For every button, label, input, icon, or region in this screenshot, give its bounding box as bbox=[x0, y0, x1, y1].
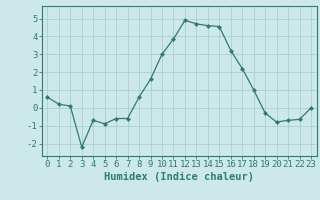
X-axis label: Humidex (Indice chaleur): Humidex (Indice chaleur) bbox=[104, 172, 254, 182]
